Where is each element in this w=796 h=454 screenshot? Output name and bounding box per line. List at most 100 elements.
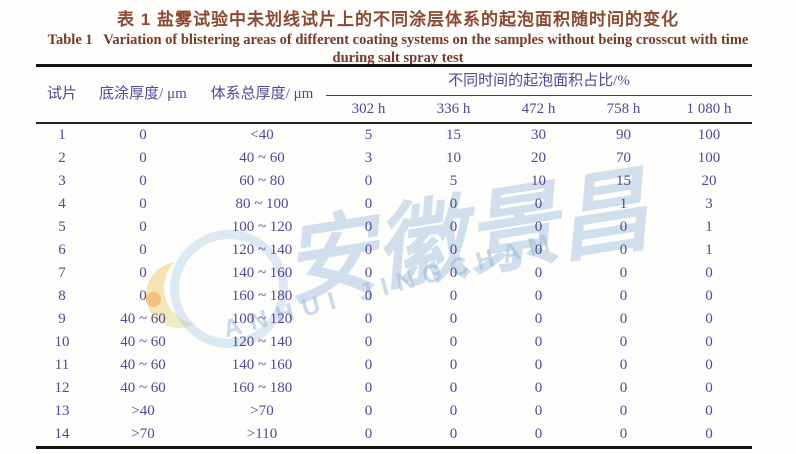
table-cell: 0 xyxy=(619,265,628,281)
results-table: 试片 底涂厚度/ μm 体系总厚度/ μm 不同时间的起泡面积占比/% 302 … xyxy=(36,64,753,449)
table-cell: 0 xyxy=(364,219,373,235)
table-cell: 0 xyxy=(534,403,543,419)
table-cell: 0 xyxy=(619,311,628,327)
header-time-1080h: 1 080 h xyxy=(686,100,732,117)
header-time-336h: 336 h xyxy=(436,100,471,117)
table-cell: 0 xyxy=(534,311,543,327)
table-cell: 3 xyxy=(364,150,373,166)
table-cell: 40 ~ 60 xyxy=(120,334,166,350)
header-time-302h: 302 h xyxy=(351,100,386,117)
table-cell: 0 xyxy=(534,426,543,442)
table-cell: 0 xyxy=(364,357,373,373)
table-cell: 0 xyxy=(364,288,373,304)
table-cell: 20 xyxy=(531,150,546,166)
table-cell: 0 xyxy=(449,196,458,212)
table-cell: 15 xyxy=(616,173,631,189)
table-row: 11 40 ~ 60 140 ~ 160 0 0 0 0 0 xyxy=(36,354,752,377)
table-cell: <40 xyxy=(250,127,274,143)
table-cell: 40 ~ 60 xyxy=(120,380,166,396)
table-cell: 20 xyxy=(701,173,717,189)
table-row: 2 0 40 ~ 60 3 10 20 70 100 xyxy=(36,147,752,170)
table-cell: 0 xyxy=(364,196,373,212)
table-cell: 40 ~ 60 xyxy=(120,311,166,327)
table-cell: 120 ~ 140 xyxy=(231,334,293,350)
table-cell: 100 xyxy=(697,127,721,143)
table-header: 试片 底涂厚度/ μm 体系总厚度/ μm 不同时间的起泡面积占比/% 302 … xyxy=(36,65,753,123)
table-cell: 120 ~ 140 xyxy=(231,242,293,258)
header-blister-area-group: 不同时间的起泡面积占比/% xyxy=(326,65,753,96)
table-cell: 1 xyxy=(58,127,66,143)
table-cell: >70 xyxy=(250,403,274,419)
table-row: 8 0 160 ~ 180 0 0 0 0 0 xyxy=(36,285,752,308)
table-cell: 0 xyxy=(364,173,373,189)
table-cell: 0 xyxy=(139,288,147,304)
table-cell: 0 xyxy=(364,426,373,442)
header-time-758h: 758 h xyxy=(606,100,641,117)
table-cell: 140 ~ 160 xyxy=(231,265,293,281)
table-cell: 3 xyxy=(705,196,713,212)
table-cell: 0 xyxy=(449,403,458,419)
table-cell: 0 xyxy=(705,380,713,396)
table-cell: 100 ~ 120 xyxy=(231,311,293,327)
table-cell: 0 xyxy=(449,219,458,235)
table-cell: 0 xyxy=(449,334,458,350)
table-cell: 0 xyxy=(619,357,628,373)
table-row: 14 >70 >110 0 0 0 0 0 xyxy=(36,423,752,448)
table-cell: 0 xyxy=(139,173,147,189)
table-cell: 0 xyxy=(534,380,543,396)
table-cell: 0 xyxy=(619,426,628,442)
table-cell: 8 xyxy=(58,288,66,304)
table-cell: 0 xyxy=(139,265,147,281)
header-primer-thickness: 底涂厚度/ μm xyxy=(99,86,187,102)
table-cell: 13 xyxy=(54,403,70,419)
table-row: 6 0 120 ~ 140 0 0 0 0 1 xyxy=(36,239,752,262)
table-cell: >40 xyxy=(131,403,155,419)
table-cell: 0 xyxy=(449,265,458,281)
table-cell: 5 xyxy=(364,127,373,143)
table-cell: 90 xyxy=(616,127,631,143)
table-cell: 0 xyxy=(619,242,628,258)
table-row: 12 40 ~ 60 160 ~ 180 0 0 0 0 0 xyxy=(36,377,752,400)
table-cell: 40 ~ 60 xyxy=(239,150,285,166)
table-cell: 15 xyxy=(446,127,461,143)
table-cell: 4 xyxy=(58,196,66,212)
table-cell: 0 xyxy=(705,426,713,442)
table-cell: 0 xyxy=(534,334,543,350)
table-cell: 0 xyxy=(534,265,543,281)
table-caption-en-line2: during salt spray test xyxy=(332,50,464,66)
table-cell: 0 xyxy=(364,334,373,350)
table-cell: 30 xyxy=(531,127,546,143)
table-body: 1 0 <40 5 15 30 90 100 2 0 40 ~ 60 3 10 20 70 100 3 0 60 ~… xyxy=(36,123,752,448)
table-cell: 1 xyxy=(705,242,713,258)
table-row: 9 40 ~ 60 100 ~ 120 0 0 0 0 0 xyxy=(36,308,752,331)
table-cell: 0 xyxy=(139,150,147,166)
table-cell: 0 xyxy=(705,288,713,304)
table-cell: 3 xyxy=(58,173,66,189)
table-cell: 0 xyxy=(449,426,458,442)
table-caption-en-line1: Table 1 Variation of blistering areas of… xyxy=(47,32,749,48)
table-cell: 10 xyxy=(531,173,546,189)
header-total-thickness: 体系总厚度/ μm xyxy=(210,86,314,102)
header-time-472h: 472 h xyxy=(521,100,556,117)
table-cell: 0 xyxy=(534,219,543,235)
table-cell: 140 ~ 160 xyxy=(231,357,293,373)
table-cell: 12 xyxy=(54,380,70,396)
table-cell: 0 xyxy=(139,219,147,235)
table-cell: 0 xyxy=(449,311,458,327)
table-cell: 0 xyxy=(619,334,628,350)
table-cell: 0 xyxy=(619,219,628,235)
header-sample: 试片 xyxy=(46,86,77,102)
table-cell: 14 xyxy=(54,426,70,442)
table-cell: 10 xyxy=(54,334,70,350)
table-row: 5 0 100 ~ 120 0 0 0 0 1 xyxy=(36,216,752,239)
table-cell: 0 xyxy=(364,265,373,281)
table-cell: 0 xyxy=(619,403,628,419)
table-cell: 160 ~ 180 xyxy=(231,288,293,304)
table-cell: 0 xyxy=(534,357,543,373)
table-cell: 0 xyxy=(364,242,373,258)
table-cell: 0 xyxy=(534,196,543,212)
table-cell: 2 xyxy=(58,150,66,166)
table-cell: 0 xyxy=(705,403,713,419)
table-cell: 1 xyxy=(619,196,628,212)
